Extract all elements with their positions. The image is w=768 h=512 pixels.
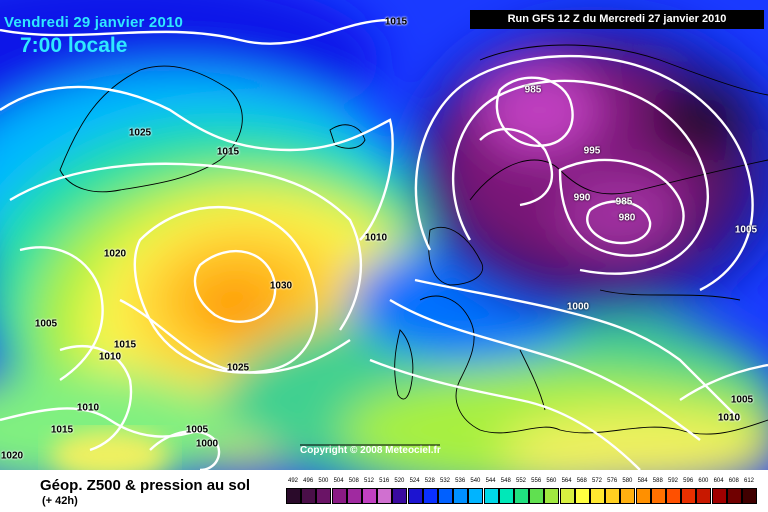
isobar-label: 1010 (717, 412, 741, 424)
map-caption-lead-time: (+ 42h) (42, 495, 78, 507)
weather-map: 1015 1025 1015 1010 1020 1030 1005 1015 … (0, 0, 768, 470)
scale-tick-label: 568 (576, 478, 587, 484)
scale-tick-label: 584 (637, 478, 648, 484)
isobar-label: 1005 (730, 394, 754, 406)
scale-tick-label: 612 (743, 478, 755, 484)
forecast-date: Vendredi 29 janvier 2010 (4, 14, 184, 31)
scale-color-swatch (574, 488, 590, 504)
isobar-label: 1025 (226, 362, 250, 374)
scale-color-swatch (666, 488, 681, 504)
scale-color-swatch (438, 488, 453, 504)
isobar-label: 1010 (76, 402, 100, 414)
scale-tick-label: 552 (515, 478, 527, 484)
isobar-label: 980 (618, 212, 636, 224)
scale-color-swatch (316, 488, 332, 504)
scale-tick-label: 596 (683, 478, 694, 484)
scale-tick-label: 588 (652, 478, 663, 484)
isobar-label: 1015 (113, 339, 137, 351)
scale-tick-label: 496 (303, 478, 314, 484)
isobar-label: 1010 (98, 351, 122, 363)
scale-color-swatch (605, 488, 621, 504)
scale-color-swatch (711, 488, 727, 504)
color-scale: 492 496 500 504 508 512 516 520 524 528 532 536 540 5… (282, 478, 757, 508)
scale-color-swatch (377, 488, 393, 504)
scale-tick-label: 604 (713, 478, 724, 484)
isobar-label: 1015 (384, 16, 408, 28)
scale-tick-label: 560 (546, 478, 557, 484)
scale-color-swatch (650, 488, 666, 504)
scale-color-swatch (346, 488, 362, 504)
scale-color-swatch (681, 488, 697, 504)
scale-color-swatch (331, 488, 347, 504)
scale-color-swatch (696, 488, 712, 504)
scale-color-swatch (362, 488, 377, 504)
scale-tick-label: 544 (485, 478, 496, 484)
scale-color-swatch (392, 488, 408, 504)
scale-color-swatch (559, 488, 575, 504)
scale-tick-label: 516 (379, 478, 390, 484)
scale-color-swatch (590, 488, 605, 504)
scale-tick-label: 564 (561, 478, 572, 484)
isobar-lines (0, 18, 768, 470)
coastlines (59, 44, 768, 446)
isobar-label: 1000 (195, 438, 219, 450)
scale-color-swatch (529, 488, 545, 504)
isobar-label: 1020 (0, 450, 24, 462)
scale-tick-label: 536 (455, 478, 466, 484)
scale-tick-label: 600 (698, 478, 709, 484)
scale-tick-label: 500 (318, 478, 329, 484)
scale-tick-label: 548 (500, 478, 511, 484)
isobar-label: 1030 (269, 280, 293, 292)
scale-tick-label: 572 (591, 478, 603, 484)
isobar-label: 985 (524, 84, 542, 96)
scale-color-swatch (544, 488, 560, 504)
isobar-label: 1010 (364, 232, 388, 244)
scale-tick-label: 576 (607, 478, 618, 484)
scale-color-swatch (301, 488, 317, 504)
isobar-label: 1015 (50, 424, 74, 436)
scale-tick-label: 508 (348, 478, 359, 484)
scale-color-swatch (742, 488, 757, 504)
isobar-label: 1000 (566, 301, 590, 313)
isobar-label: 1020 (103, 248, 127, 260)
isobar-label: 1005 (185, 424, 209, 436)
isobar-label: 1025 (128, 127, 152, 139)
isobar-label: 985 (615, 196, 633, 208)
scale-tick-label: 504 (333, 478, 344, 484)
scale-color-swatch (468, 488, 484, 504)
scale-tick-label: 524 (409, 478, 420, 484)
isobar-label: 1005 (734, 224, 758, 236)
run-banner: Run GFS 12 Z du Mercredi 27 janvier 2010 (470, 10, 764, 29)
scale-color-swatch (422, 488, 438, 504)
scale-tick-label: 540 (470, 478, 481, 484)
scale-tick-label: 512 (363, 478, 375, 484)
forecast-time: 7:00 locale (20, 34, 128, 57)
isobar-label: 1015 (216, 146, 240, 158)
scale-tick-label: 528 (424, 478, 435, 484)
map-canvas (0, 0, 768, 470)
isobar-label: 990 (573, 192, 591, 204)
scale-tick-label: 520 (394, 478, 405, 484)
isobar-label: 995 (583, 145, 601, 157)
scale-color-swatch (286, 488, 301, 504)
scale-tick-label: 556 (531, 478, 542, 484)
isobar-label: 1005 (34, 318, 58, 330)
scale-color-swatch (407, 488, 423, 504)
scale-tick-label: 532 (439, 478, 451, 484)
scale-tick-label: 492 (287, 478, 299, 484)
scale-tick-label: 608 (728, 478, 739, 484)
scale-color-swatch (498, 488, 514, 504)
scale-tick-label: 592 (667, 478, 679, 484)
scale-color-swatch (726, 488, 742, 504)
copyright-notice: Copyright © 2008 Meteociel.fr (300, 445, 441, 456)
scale-color-swatch (620, 488, 636, 504)
scale-color-swatch (453, 488, 469, 504)
scale-tick-label: 580 (622, 478, 633, 484)
map-caption: Géop. Z500 & pression au sol (40, 477, 251, 494)
scale-color-swatch (514, 488, 529, 504)
scale-color-swatch (635, 488, 651, 504)
scale-color-swatch (483, 488, 499, 504)
